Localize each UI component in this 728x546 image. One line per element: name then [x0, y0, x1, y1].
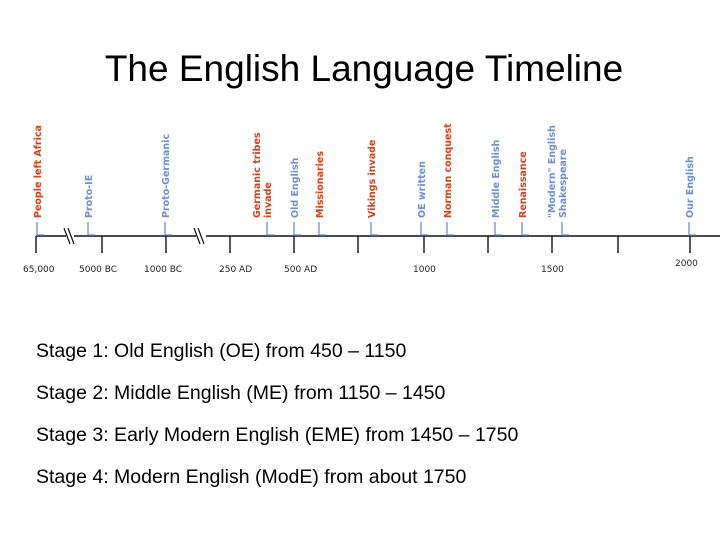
event-marker: [446, 222, 454, 236]
event-marker: [521, 222, 529, 236]
axis-label: 65,000: [23, 265, 55, 275]
event-label: Germanic tribes: [252, 132, 263, 218]
stage-3: Stage 3: Early Modern English (EME) from…: [36, 424, 519, 446]
axis-label: 250 AD: [219, 265, 252, 275]
axis-label: 1500: [541, 265, 564, 275]
event-germanic-tribes-invade: Germanic tribes invade: [252, 132, 274, 236]
event-label: Norman conquest: [443, 123, 454, 218]
event-marker: [87, 222, 95, 236]
event-marker: [266, 222, 274, 236]
axis-label: 1000: [413, 265, 436, 275]
event-marker: [688, 222, 696, 236]
stage-4: Stage 4: Modern English (ModE) from abou…: [36, 466, 467, 488]
axis-label: 2000: [675, 259, 698, 269]
axis-break-mark: [63, 227, 71, 245]
event-marker: [420, 222, 428, 236]
slide-title: The English Language Timeline: [104, 48, 624, 89]
event-marker: [318, 222, 326, 236]
event-oe-written: OE written: [417, 161, 428, 236]
axis-label: 1000 BC: [144, 265, 182, 275]
stage-1: Stage 1: Old English (OE) from 450 – 115…: [36, 340, 407, 362]
event-marker: [293, 222, 301, 236]
axis-label: 5000 BC: [79, 265, 117, 275]
event-our-english: Our English: [685, 156, 696, 236]
event-label: Old English: [290, 157, 301, 218]
event-label: Our English: [685, 156, 696, 218]
event-label: OE written: [417, 161, 428, 218]
event-proto-ie: Proto-IE: [84, 175, 95, 236]
axis-label: 500 AD: [284, 265, 317, 275]
event-label: People left Africa: [33, 125, 44, 218]
event-label: Middle English: [491, 139, 502, 218]
event-old-english: Old English: [290, 157, 301, 236]
timeline-ticks: [35, 236, 691, 253]
event-renaissance: Renaissance: [518, 151, 529, 236]
timeline-diagram: People left Africa Proto-IE Proto-Germanic…: [23, 123, 720, 275]
timeline-axis: [36, 227, 720, 245]
stage-2: Stage 2: Middle English (ME) from 1150 –…: [36, 382, 446, 404]
event-marker: [494, 222, 502, 236]
axis-break-mark: [197, 227, 205, 245]
event-label: invade: [263, 182, 274, 218]
event-label: "Modern" English: [547, 125, 558, 218]
event-modern-english-shakespeare: "Modern" English Shakespeare: [547, 125, 569, 236]
timeline-axis-labels: 65,000 5000 BC 1000 BC 250 AD 500 AD 1000 1500…: [23, 259, 698, 275]
event-label: Proto-IE: [84, 175, 95, 218]
event-label: Renaissance: [518, 151, 529, 218]
event-label: Shakespeare: [558, 149, 569, 218]
event-marker: [36, 222, 44, 236]
event-marker: [370, 222, 378, 236]
event-proto-germanic: Proto-Germanic: [161, 134, 172, 236]
event-missionaries: Missionaries: [315, 151, 326, 236]
stage-list: Stage 1: Old English (OE) from 450 – 115…: [36, 340, 518, 508]
event-middle-english: Middle English: [491, 139, 502, 236]
event-label: Proto-Germanic: [161, 134, 172, 218]
event-marker: [561, 222, 569, 236]
axis-break-mark: [67, 227, 75, 245]
event-people-left-africa: People left Africa: [33, 125, 44, 236]
timeline-events: People left Africa Proto-IE Proto-Germanic…: [33, 123, 696, 236]
axis-break-mark: [193, 227, 201, 245]
event-marker: [164, 222, 172, 236]
event-norman-conquest: Norman conquest: [443, 123, 454, 236]
event-label: Missionaries: [315, 151, 326, 218]
event-vikings-invade: Vikings invade: [367, 140, 378, 236]
event-label: Vikings invade: [367, 140, 378, 218]
